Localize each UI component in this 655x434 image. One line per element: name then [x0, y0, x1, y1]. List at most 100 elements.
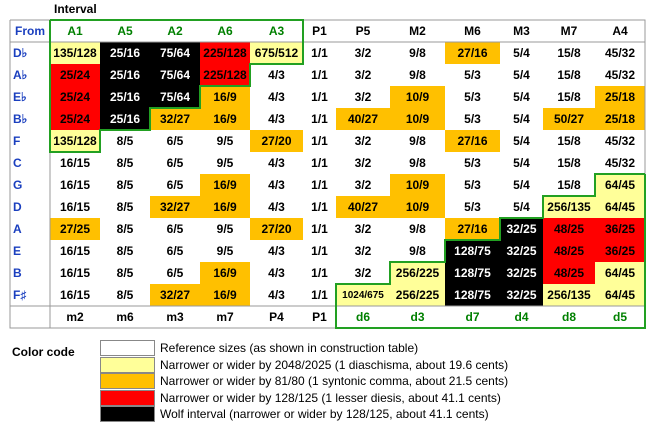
interval-cell: 45/32	[595, 152, 645, 174]
interval-cell: 64/45	[595, 262, 645, 284]
interval-cell: 1/1	[303, 240, 336, 262]
interval-cell: 4/3	[250, 108, 303, 130]
interval-cell: 5/4	[500, 64, 543, 86]
interval-cell: 27/20	[250, 130, 303, 152]
column-header: P5	[355, 24, 371, 38]
row-label: G	[13, 178, 23, 192]
interval-cell: 64/45	[595, 284, 645, 306]
interval-cell: 5/3	[445, 174, 500, 196]
interval-cell: 9/5	[200, 130, 250, 152]
interval-cell: 9/8	[390, 152, 445, 174]
column-header: M3	[513, 24, 530, 38]
interval-cell: 5/4	[500, 42, 543, 64]
interval-cell: 4/3	[250, 196, 303, 218]
interval-cell: 50/27	[543, 108, 595, 130]
interval-cell: 5/3	[445, 196, 500, 218]
interval-cell: 9/8	[390, 130, 445, 152]
interval-cell: 25/24	[50, 86, 100, 108]
interval-cell: 6/5	[150, 218, 200, 240]
interval-cell: 15/8	[543, 42, 595, 64]
interval-cell: 32/25	[500, 262, 543, 284]
footer-label: m2	[66, 310, 84, 324]
interval-cell: 16/15	[50, 196, 100, 218]
interval-cell: 1/1	[303, 262, 336, 284]
interval-cell: 256/135	[543, 196, 595, 218]
column-header: A5	[117, 24, 133, 38]
footer-label: d8	[561, 310, 576, 324]
interval-cell: 25/16	[100, 108, 150, 130]
legend-label: Narrower or wider by 2048/2025 (1 diasch…	[160, 357, 509, 372]
row-label: B	[13, 266, 22, 280]
interval-cell: 1/1	[303, 86, 336, 108]
legend-swatch	[100, 340, 155, 356]
column-header: M7	[560, 24, 578, 38]
interval-cell: 8/5	[100, 262, 150, 284]
row-label: E	[13, 244, 22, 258]
interval-cell: 27/25	[50, 218, 100, 240]
row-label: A	[13, 222, 22, 236]
footer-label: m7	[216, 310, 234, 324]
footer-label: d7	[465, 310, 480, 324]
interval-cell: 5/4	[500, 152, 543, 174]
interval-cell: 32/27	[150, 284, 200, 306]
row-label: A♭	[13, 68, 28, 82]
column-header: A6	[217, 24, 233, 38]
interval-cell: 1/1	[303, 284, 336, 306]
column-header: A3	[268, 24, 285, 38]
interval-cell: 36/25	[595, 240, 645, 262]
column-header: A1	[67, 24, 83, 38]
interval-cell: 64/45	[595, 196, 645, 218]
interval-cell: 3/2	[336, 240, 390, 262]
interval-cell: 10/9	[390, 108, 445, 130]
interval-cell: 25/16	[100, 64, 150, 86]
interval-cell: 3/2	[336, 130, 390, 152]
interval-cell: 675/512	[250, 42, 303, 64]
legend-swatch	[100, 356, 155, 373]
footer-label: d6	[355, 310, 370, 324]
interval-cell: 3/2	[336, 174, 390, 196]
interval-cell: 27/16	[445, 130, 500, 152]
interval-cell: 27/16	[445, 218, 500, 240]
column-header: A4	[612, 24, 628, 38]
interval-cell: 225/128	[200, 64, 250, 86]
interval-cell: 4/3	[250, 64, 303, 86]
interval-cell: 128/75	[445, 284, 500, 306]
interval-cell: 16/9	[200, 108, 250, 130]
interval-cell: 4/3	[250, 284, 303, 306]
legend-label: Narrower or wider by 128/125 (1 lesser d…	[160, 390, 501, 405]
interval-cell: 5/3	[445, 86, 500, 108]
interval-cell: 4/3	[250, 240, 303, 262]
interval-cell: 16/15	[50, 240, 100, 262]
interval-cell: 1024/675	[336, 284, 390, 306]
interval-cell: 10/9	[390, 86, 445, 108]
footer-label: m6	[116, 310, 134, 324]
interval-cell: 256/225	[390, 262, 445, 284]
interval-cell: 3/2	[336, 218, 390, 240]
interval-cell: 8/5	[100, 130, 150, 152]
interval-cell: 16/9	[200, 262, 250, 284]
interval-cell: 9/8	[390, 64, 445, 86]
interval-cell: 9/5	[200, 152, 250, 174]
interval-cell: 128/75	[445, 240, 500, 262]
row-label: E♭	[13, 90, 27, 104]
footer-label: d3	[410, 310, 425, 324]
legend-label: Reference sizes (as shown in constructio…	[160, 341, 419, 355]
footer-label: m3	[166, 310, 184, 324]
interval-cell: 4/3	[250, 152, 303, 174]
interval-cell: 64/45	[595, 174, 645, 196]
interval-cell: 8/5	[100, 152, 150, 174]
legend-swatch	[100, 389, 155, 406]
interval-cell: 15/8	[543, 152, 595, 174]
interval-cell: 10/9	[390, 196, 445, 218]
interval-cell: 40/27	[336, 196, 390, 218]
table-title: Interval	[54, 2, 97, 16]
interval-cell: 1/1	[303, 42, 336, 64]
row-label: D♭	[13, 46, 28, 60]
footer-label: d4	[514, 310, 529, 324]
interval-cell: 25/18	[595, 86, 645, 108]
interval-cell: 128/75	[445, 262, 500, 284]
row-label: C	[13, 156, 22, 170]
interval-cell: 9/5	[200, 240, 250, 262]
interval-cell: 6/5	[150, 152, 200, 174]
